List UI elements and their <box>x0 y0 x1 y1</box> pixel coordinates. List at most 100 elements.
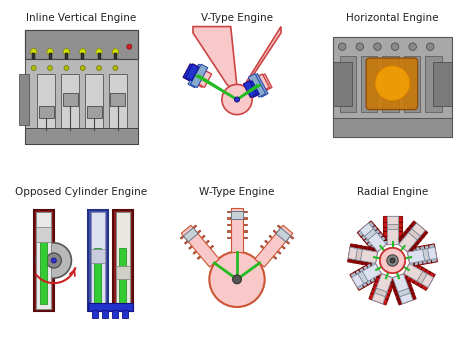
Polygon shape <box>365 229 376 240</box>
Polygon shape <box>417 271 427 284</box>
Polygon shape <box>231 208 243 252</box>
Polygon shape <box>372 274 392 304</box>
Circle shape <box>380 248 405 273</box>
Bar <box>340 55 356 112</box>
Circle shape <box>113 66 118 71</box>
Polygon shape <box>402 261 435 290</box>
Polygon shape <box>396 221 428 254</box>
Polygon shape <box>408 247 437 263</box>
Circle shape <box>97 66 101 71</box>
Bar <box>48 53 52 59</box>
Bar <box>109 74 127 131</box>
Circle shape <box>387 255 398 266</box>
Polygon shape <box>193 240 210 254</box>
Polygon shape <box>383 216 401 244</box>
Bar <box>36 227 51 241</box>
Polygon shape <box>276 228 291 242</box>
Title: Horizontal Engine: Horizontal Engine <box>346 13 439 23</box>
Bar <box>25 128 138 143</box>
Polygon shape <box>181 225 219 267</box>
Circle shape <box>387 255 398 266</box>
Title: Opposed Cylinder Engine: Opposed Cylinder Engine <box>16 187 147 197</box>
Bar <box>425 55 442 112</box>
Bar <box>65 53 68 59</box>
Polygon shape <box>423 249 429 260</box>
Polygon shape <box>180 225 197 239</box>
Bar <box>112 310 118 318</box>
Polygon shape <box>393 274 413 304</box>
Bar <box>113 210 133 311</box>
Polygon shape <box>183 228 198 242</box>
Polygon shape <box>244 81 257 97</box>
Bar <box>88 210 108 311</box>
Circle shape <box>390 258 395 263</box>
Polygon shape <box>357 221 389 254</box>
Bar <box>383 55 399 112</box>
Polygon shape <box>227 237 247 238</box>
Bar <box>114 53 117 59</box>
Polygon shape <box>227 230 247 232</box>
Bar <box>81 53 84 59</box>
Circle shape <box>51 258 56 263</box>
Circle shape <box>391 43 399 51</box>
Polygon shape <box>264 240 281 254</box>
Polygon shape <box>186 64 211 87</box>
Bar <box>36 212 51 309</box>
Polygon shape <box>352 264 381 287</box>
Bar <box>91 249 105 263</box>
Bar <box>94 248 101 304</box>
Title: Inline Vertical Engine: Inline Vertical Engine <box>27 13 137 23</box>
Circle shape <box>64 66 69 71</box>
Polygon shape <box>387 224 398 229</box>
Circle shape <box>47 49 53 55</box>
Polygon shape <box>374 288 387 297</box>
Polygon shape <box>255 225 293 267</box>
Polygon shape <box>183 64 196 80</box>
Polygon shape <box>193 26 281 93</box>
Bar <box>116 212 130 309</box>
Circle shape <box>96 49 102 55</box>
Circle shape <box>36 243 72 278</box>
Bar <box>333 118 452 137</box>
Bar <box>61 74 79 131</box>
Polygon shape <box>390 273 416 305</box>
Polygon shape <box>347 244 378 267</box>
Circle shape <box>356 43 364 51</box>
Polygon shape <box>260 245 277 259</box>
Polygon shape <box>350 261 383 290</box>
Bar <box>87 106 101 118</box>
Circle shape <box>31 66 36 71</box>
Polygon shape <box>248 74 265 97</box>
Polygon shape <box>369 273 395 305</box>
Polygon shape <box>184 230 201 244</box>
Circle shape <box>375 66 410 101</box>
Bar <box>119 248 126 304</box>
Bar <box>91 310 98 318</box>
Circle shape <box>409 43 417 51</box>
Polygon shape <box>399 223 425 251</box>
Bar <box>98 53 100 59</box>
Polygon shape <box>407 244 438 267</box>
Polygon shape <box>227 224 247 225</box>
Bar <box>116 266 130 279</box>
Circle shape <box>80 49 86 55</box>
Title: Radial Engine: Radial Engine <box>357 187 428 197</box>
Polygon shape <box>188 64 205 88</box>
Circle shape <box>63 49 70 55</box>
Polygon shape <box>246 81 259 97</box>
Polygon shape <box>348 247 377 263</box>
Polygon shape <box>273 230 290 244</box>
Bar <box>32 53 35 59</box>
Polygon shape <box>358 271 368 284</box>
Polygon shape <box>269 235 285 249</box>
Polygon shape <box>277 225 294 239</box>
Polygon shape <box>197 245 214 259</box>
Circle shape <box>233 275 241 284</box>
Bar <box>110 93 126 106</box>
Bar <box>333 62 352 106</box>
Polygon shape <box>189 235 205 249</box>
Bar <box>122 310 128 318</box>
Title: W-Type Engine: W-Type Engine <box>199 187 275 197</box>
Bar <box>101 310 108 318</box>
Circle shape <box>80 66 85 71</box>
